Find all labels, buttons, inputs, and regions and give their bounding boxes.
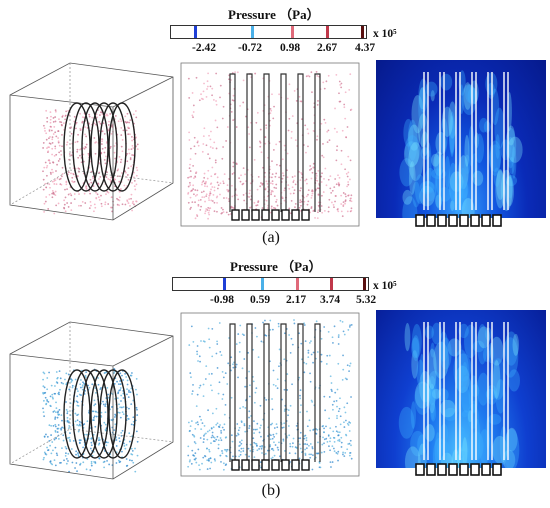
colorbar-title: Pressure （Pa）: [230, 259, 322, 274]
particle-front-view-a: [180, 62, 360, 227]
electrode-rings: [63, 102, 136, 192]
transducer-array-b: [415, 463, 502, 476]
colorbar-tick-label: 2.17: [285, 294, 307, 306]
colorbar-tick-label: 2.67: [316, 42, 338, 54]
pressure-colorbar-b: Pressure （Pa） -0.98 0.59 2.17 3.74 5.32 …: [172, 256, 550, 306]
colorbar-tick-mark: [194, 26, 197, 38]
pressure-field-map-b: [376, 310, 546, 468]
subfigure-label-b: (b): [261, 482, 281, 499]
particle-3d-box-view-b: [9, 321, 174, 480]
colorbar-tick-label: -0.98: [210, 294, 234, 306]
colorbar-tick-mark: [363, 278, 366, 290]
bounding-box: [9, 321, 174, 480]
colorbar-title: Pressure （Pa）: [228, 7, 320, 22]
colorbar-tick-label: 0.98: [279, 42, 301, 54]
colorbar-tick-label: 0.59: [249, 294, 271, 306]
colorbar-tick-mark: [291, 26, 294, 38]
transducer-array: [231, 209, 310, 221]
colorbar-tick-mark: [261, 278, 264, 290]
electrode-plates: [229, 73, 321, 212]
transducer-array: [231, 459, 310, 471]
colorbar-tick-label: -0.72: [238, 42, 262, 54]
particle-3d-box-view-a: [9, 62, 174, 221]
colorbar-tick-mark: [330, 278, 333, 290]
colorbar-tick-label: 4.37: [354, 42, 376, 54]
pressure-colorbar-a: Pressure （Pa） -2.42 -0.72 0.98 2.67 4.37…: [170, 4, 550, 54]
pressure-field-map-a: [376, 60, 546, 218]
electrode-plates: [423, 72, 509, 210]
electrode-plates: [229, 323, 321, 462]
colorbar-tick-label: 3.74: [319, 294, 341, 306]
colorbar-tick-mark: [223, 278, 226, 290]
colorbar-bar: [170, 25, 367, 39]
colorbar-tick-mark: [251, 26, 254, 38]
panel-b: Pressure （Pa） -0.98 0.59 2.17 3.74 5.32 …: [0, 254, 550, 508]
colorbar-tick-mark: [296, 278, 299, 290]
colorbar-multiplier: x 10⁵: [373, 28, 397, 40]
colorbar-multiplier: x 10⁵: [373, 280, 397, 292]
colorbar-tick-mark: [361, 26, 364, 38]
electrode-rings: [63, 369, 136, 459]
transducer-array-a: [415, 214, 502, 227]
colorbar-tick-mark: [326, 26, 329, 38]
electrode-plates: [423, 322, 509, 460]
panel-a: Pressure （Pa） -2.42 -0.72 0.98 2.67 4.37…: [9, 4, 550, 246]
subfigure-label-a: (a): [262, 229, 280, 246]
colorbar-tick-label: 5.32: [355, 294, 377, 306]
colorbar-tick-label: -2.42: [192, 42, 216, 54]
particle-front-view-b: [180, 312, 360, 477]
colorbar-bar: [172, 277, 369, 291]
